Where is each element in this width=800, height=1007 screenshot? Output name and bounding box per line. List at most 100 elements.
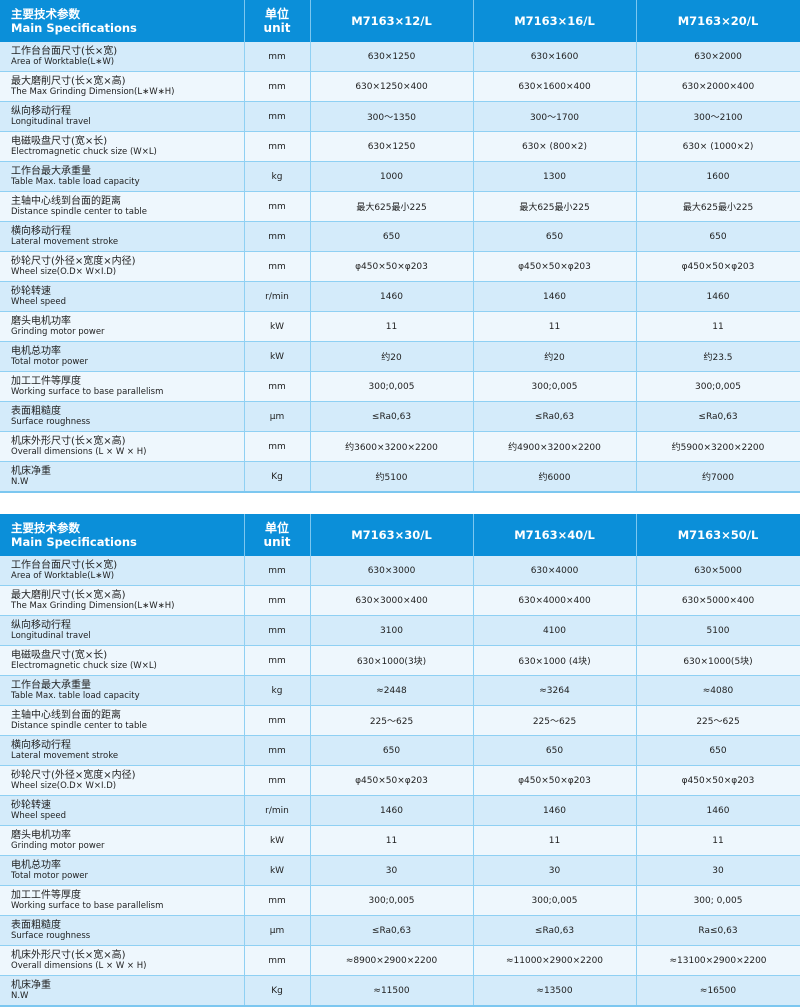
row-label: 机床净重 N.W: [0, 461, 245, 493]
value-cell: 约23.5: [636, 341, 800, 372]
header-label-cn: 主要技术参数: [11, 521, 80, 535]
value-cell: 约5900×3200×2200: [636, 431, 800, 462]
table-row: 机床外形尺寸(长×宽×高) Overall dimensions (L × W ×…: [0, 945, 800, 976]
row-label: 工作台最大承重量 Table Max. table load capacity: [0, 161, 245, 192]
unit-cell: mm: [244, 431, 311, 462]
row-label: 横向移动行程 Lateral movement stroke: [0, 221, 245, 252]
unit-cell: Kg: [244, 975, 311, 1007]
row-label-en: Table Max. table load capacity: [11, 176, 140, 187]
value-cell: 630×1600×400: [473, 71, 637, 102]
value-cell: ≈3264: [473, 675, 637, 706]
row-label-cn: 砂轮转速: [11, 799, 51, 811]
row-label-en: N.W: [11, 476, 29, 487]
row-label-cn: 纵向移动行程: [11, 105, 71, 117]
unit-cell: kW: [244, 311, 311, 342]
row-label: 主轴中心线到台面的距离 Distance spindle center to ta…: [0, 191, 245, 222]
value-cell: 30: [636, 855, 800, 886]
unit-cell: mm: [244, 251, 311, 282]
value-cell: 630×1000 (4块): [473, 645, 637, 676]
value-cell: φ450×50×φ203: [636, 251, 800, 282]
unit-cell: μm: [244, 401, 311, 432]
row-label-cn: 机床外形尺寸(长×宽×高): [11, 949, 126, 961]
table-row: 横向移动行程 Lateral movement stroke mm 650 650 650: [0, 735, 800, 766]
value-cell: 630×4000: [473, 556, 637, 586]
value-cell: 630×1250×400: [310, 71, 474, 102]
row-label-cn: 横向移动行程: [11, 739, 71, 751]
row-label-en: Grinding motor power: [11, 840, 105, 851]
value-cell: 300～1350: [310, 101, 474, 132]
row-label-en: The Max Grinding Dimension(L∗W∗H): [11, 86, 175, 97]
row-label-cn: 磨头电机功率: [11, 829, 71, 841]
value-cell: 11: [473, 311, 637, 342]
unit-cell: mm: [244, 945, 311, 976]
value-cell: 630× (1000×2): [636, 131, 800, 162]
row-label-en: Grinding motor power: [11, 326, 105, 337]
row-label: 电机总功率 Total motor power: [0, 341, 245, 372]
table-row: 电磁吸盘尺寸(宽×长) Electromagnetic chuck size (W…: [0, 645, 800, 676]
row-label: 砂轮转速 Wheel speed: [0, 795, 245, 826]
value-cell: 1600: [636, 161, 800, 192]
row-label-cn: 工作台台面尺寸(长×宽): [11, 45, 118, 57]
model-header: M7163×16/L: [473, 0, 637, 42]
value-cell: 630×1000(3块): [310, 645, 474, 676]
unit-cell: kW: [244, 341, 311, 372]
header-label-en: Main Specifications: [11, 21, 137, 35]
unit-cell: kW: [244, 825, 311, 856]
table-row: 电机总功率 Total motor power kW 约20 约20 约23.5: [0, 341, 800, 372]
row-label-en: The Max Grinding Dimension(L∗W∗H): [11, 600, 175, 611]
value-cell: 630×5000: [636, 556, 800, 586]
row-label-cn: 最大磨削尺寸(长×宽×高): [11, 75, 126, 87]
row-label-en: Longitudinal travel: [11, 630, 91, 641]
value-cell: 1000: [310, 161, 474, 192]
row-label: 磨头电机功率 Grinding motor power: [0, 311, 245, 342]
value-cell: 300;0,005: [310, 885, 474, 916]
value-cell: 650: [310, 221, 474, 252]
row-label-cn: 机床外形尺寸(长×宽×高): [11, 435, 126, 447]
row-label: 最大磨削尺寸(长×宽×高) The Max Grinding Dimension(…: [0, 585, 245, 616]
value-cell: 650: [636, 735, 800, 766]
row-label-cn: 机床净重: [11, 465, 51, 477]
value-cell: 约5100: [310, 461, 474, 493]
row-label: 电磁吸盘尺寸(宽×长) Electromagnetic chuck size (W…: [0, 645, 245, 676]
row-label-cn: 加工工件等厚度: [11, 889, 81, 901]
value-cell: 11: [310, 311, 474, 342]
table-row: 表面粗糙度 Surface roughness μm ≤Ra0,63 ≤Ra0,63 ≤R…: [0, 401, 800, 432]
table-row: 砂轮转速 Wheel speed r/min 1460 1460 1460: [0, 795, 800, 826]
value-cell: 630×2000×400: [636, 71, 800, 102]
row-label: 机床外形尺寸(长×宽×高) Overall dimensions (L × W ×…: [0, 431, 245, 462]
value-cell: ≈16500: [636, 975, 800, 1007]
value-cell: 630×1250: [310, 131, 474, 162]
value-cell: ≤Ra0,63: [310, 915, 474, 946]
table-row: 主轴中心线到台面的距离 Distance spindle center to ta…: [0, 191, 800, 222]
row-label-en: Total motor power: [11, 356, 89, 367]
value-cell: ≈11000×2900×2200: [473, 945, 637, 976]
header-unit-en: unit: [263, 21, 291, 35]
unit-cell: mm: [244, 735, 311, 766]
unit-cell: mm: [244, 101, 311, 132]
model-header: M7163×20/L: [636, 0, 800, 42]
unit-cell: mm: [244, 585, 311, 616]
table-row: 磨头电机功率 Grinding motor power kW 11 11 11: [0, 825, 800, 856]
spec-table: 主要技术参数 Main Specifications 单位 unit M7163×12/…: [0, 0, 800, 493]
row-label-cn: 工作台最大承重量: [11, 679, 91, 691]
row-label-en: Wheel size(O.D× W×I.D): [11, 780, 117, 791]
header-unit: 单位 unit: [244, 514, 311, 556]
value-cell: 300;0,005: [473, 885, 637, 916]
table-row: 纵向移动行程 Longitudinal travel mm 300～1350 300～1…: [0, 101, 800, 132]
row-label-cn: 磨头电机功率: [11, 315, 71, 327]
value-cell: 630×4000×400: [473, 585, 637, 616]
value-cell: ≤Ra0,63: [473, 915, 637, 946]
value-cell: 630×1000(5块): [636, 645, 800, 676]
value-cell: 225～625: [310, 705, 474, 736]
row-label-en: Overall dimensions (L × W × H): [11, 446, 147, 457]
value-cell: 630×3000×400: [310, 585, 474, 616]
unit-cell: mm: [244, 645, 311, 676]
value-cell: 300～2100: [636, 101, 800, 132]
value-cell: 最大625最小225: [636, 191, 800, 222]
table-row: 加工工件等厚度 Working surface to base paralleli…: [0, 885, 800, 916]
table-row: 电机总功率 Total motor power kW 30 30 30: [0, 855, 800, 886]
value-cell: 约20: [473, 341, 637, 372]
value-cell: 300; 0,005: [636, 885, 800, 916]
row-label-en: Overall dimensions (L × W × H): [11, 960, 147, 971]
value-cell: φ450×50×φ203: [310, 251, 474, 282]
